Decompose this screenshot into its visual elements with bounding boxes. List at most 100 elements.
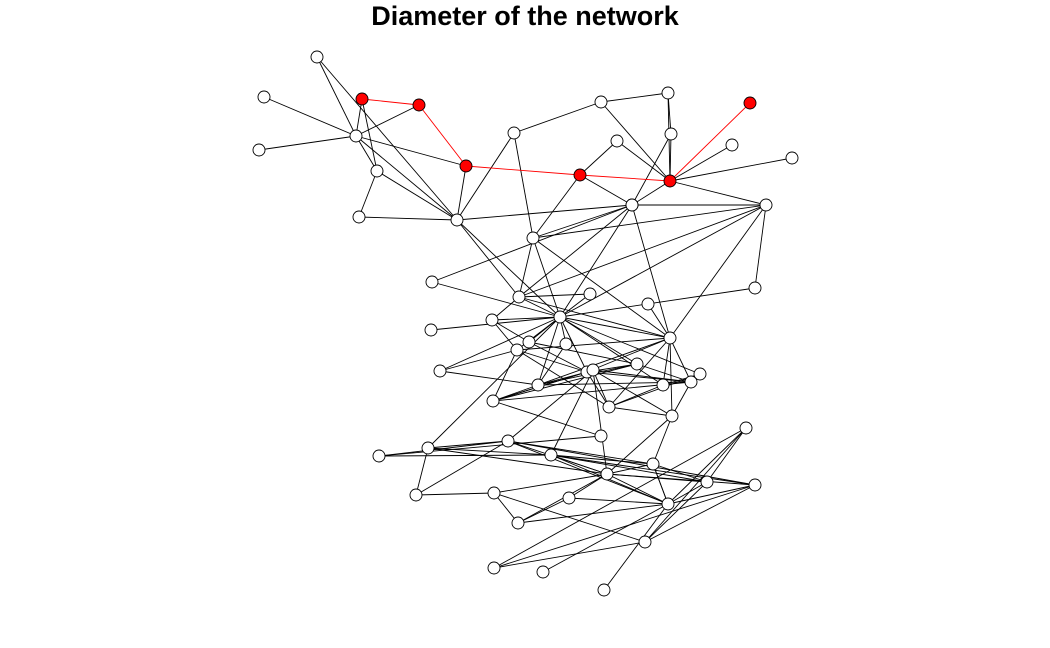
node-n10 xyxy=(370,164,384,178)
node-n55 xyxy=(487,486,501,500)
edge-n1-n21 xyxy=(316,56,458,221)
edge-n46-n49 xyxy=(378,435,602,457)
node-n6 xyxy=(252,143,266,157)
node-n61 xyxy=(511,516,525,530)
node-n34 xyxy=(433,364,447,378)
edge-n22-n26 xyxy=(518,237,534,298)
edge-n54-n58 xyxy=(606,473,756,486)
edge-n57-n59 xyxy=(667,481,708,505)
node-n62 xyxy=(739,421,753,435)
node-n43 xyxy=(656,378,670,392)
edge-n36-n38 xyxy=(528,341,588,373)
edge-n33-n37 xyxy=(516,337,671,351)
node-n41 xyxy=(693,367,707,381)
node-n48 xyxy=(586,363,600,377)
node-n39 xyxy=(630,357,644,371)
edge-n18-n17 xyxy=(579,140,618,176)
diameter-node-n19 xyxy=(663,174,677,188)
edge-n53-n57 xyxy=(550,454,708,483)
node-n35 xyxy=(559,337,573,351)
edge-n47-n56 xyxy=(652,415,673,465)
node-n49 xyxy=(372,449,386,463)
edge-n5-n15 xyxy=(355,135,467,167)
edge-n26-n37 xyxy=(518,296,671,339)
edge-n43-n44 xyxy=(608,384,664,408)
node-n12 xyxy=(664,127,678,141)
edge-n32-n43 xyxy=(559,316,664,386)
edge-n59-n65 xyxy=(542,503,669,573)
node-n5 xyxy=(349,129,363,143)
edge-n22-n23 xyxy=(532,204,633,239)
node-n27 xyxy=(583,287,597,301)
diameter-edge-n3-n4 xyxy=(361,98,420,106)
edge-n54-n55 xyxy=(493,473,608,494)
edge-n30-n32 xyxy=(491,316,561,321)
node-n63 xyxy=(638,535,652,549)
edge-n63-n64 xyxy=(493,541,646,569)
edge-n51-n59 xyxy=(507,440,669,505)
edge-n37-n42 xyxy=(669,337,692,383)
node-n64 xyxy=(487,561,501,575)
edge-n32-n38 xyxy=(559,316,588,373)
node-n40 xyxy=(531,378,545,392)
edge-n50-n51 xyxy=(427,440,509,449)
edge-n57-n62 xyxy=(706,427,747,483)
edge-n33-n45 xyxy=(492,349,518,402)
edge-n32-n34 xyxy=(439,316,561,372)
node-n52 xyxy=(409,488,423,502)
chart-title: Diameter of the network xyxy=(371,1,679,31)
node-n65 xyxy=(536,565,550,579)
edge-n32-n50 xyxy=(427,316,561,449)
diameter-edge-n4-n15 xyxy=(418,104,467,167)
node-n17 xyxy=(610,134,624,148)
edge-n51-n56 xyxy=(507,440,654,465)
node-n32 xyxy=(553,310,567,324)
edge-n52-n55 xyxy=(415,492,495,496)
node-n59 xyxy=(661,497,675,511)
edge-n38-n44 xyxy=(586,371,610,408)
node-n66 xyxy=(597,583,611,597)
node-n24 xyxy=(759,198,773,212)
edge-n50-n52 xyxy=(415,447,429,496)
edge-n49-n53 xyxy=(378,454,552,457)
edge-n11-n7 xyxy=(513,101,602,134)
node-n58 xyxy=(748,478,762,492)
nodes-layer xyxy=(252,50,799,597)
node-n23 xyxy=(625,198,639,212)
node-n36 xyxy=(522,335,536,349)
edge-n1-n5 xyxy=(316,56,357,137)
edge-n15-n21 xyxy=(456,165,467,221)
node-n57 xyxy=(700,475,714,489)
edge-n45-n46 xyxy=(492,400,602,437)
edge-n48-n51 xyxy=(507,369,594,442)
diameter-edge-n18-n19 xyxy=(579,174,671,182)
edge-n4-n5 xyxy=(355,104,420,137)
node-n54 xyxy=(600,467,614,481)
edges-layer xyxy=(258,56,793,591)
edge-n13-n18 xyxy=(579,174,633,206)
diameter-node-n9 xyxy=(743,96,757,110)
node-n51 xyxy=(501,434,515,448)
edge-n56-n57 xyxy=(652,463,708,483)
edge-n10-n21 xyxy=(376,170,458,221)
node-n21 xyxy=(450,213,464,227)
node-n2 xyxy=(257,90,271,104)
node-n8 xyxy=(661,86,675,100)
edge-n16-n19 xyxy=(669,157,793,182)
edge-n55-n63 xyxy=(493,492,646,543)
edge-n22-n32 xyxy=(532,237,561,318)
edge-n58-n63 xyxy=(644,484,756,543)
edge-n33-n38 xyxy=(516,349,588,373)
node-n44 xyxy=(602,400,616,414)
node-n11 xyxy=(507,126,521,140)
edge-n42-n48 xyxy=(592,369,692,383)
edge-n32-n37 xyxy=(559,316,671,339)
edge-n51-n58 xyxy=(507,440,756,486)
node-n31 xyxy=(641,297,655,311)
edge-n22-n24 xyxy=(532,204,767,239)
edge-n44-n47 xyxy=(608,406,673,417)
node-n25 xyxy=(425,275,439,289)
edge-n47-n54 xyxy=(606,415,673,475)
edge-n11-n21 xyxy=(456,132,515,221)
edge-n23-n32 xyxy=(559,204,633,318)
